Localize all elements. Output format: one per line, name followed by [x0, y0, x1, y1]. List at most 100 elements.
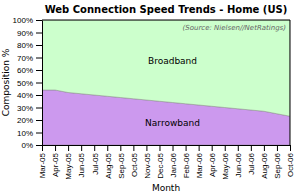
y-tick: 50%: [17, 79, 42, 88]
x-tick-label: Jul-06: [247, 152, 256, 174]
x-tick-mark: [68, 145, 69, 151]
x-tick-label: Oct-05: [130, 152, 139, 177]
y-tick: 30%: [17, 104, 42, 113]
x-tick-mark: [238, 145, 239, 151]
x-tick-label: May-05: [64, 152, 73, 179]
y-tick-mark: [36, 95, 42, 96]
y-tick-mark: [36, 83, 42, 84]
x-tick: Oct-05: [130, 145, 139, 177]
y-tick: 60%: [17, 66, 42, 75]
y-tick-mark: [36, 20, 42, 21]
y-tick-mark: [36, 33, 42, 34]
x-tick: Jun-05: [77, 145, 86, 177]
x-tick: Aug-06: [260, 145, 269, 179]
x-tick-label: Jun-05: [77, 152, 86, 177]
y-tick-label: 30%: [17, 104, 33, 113]
x-tick-label: Sep-05: [117, 152, 126, 178]
y-tick: 20%: [17, 116, 42, 125]
x-tick: Oct-06: [286, 145, 295, 177]
area: [42, 20, 290, 116]
x-tick-mark: [55, 145, 56, 151]
x-tick-mark: [81, 145, 82, 151]
frame-line: [42, 20, 290, 21]
y-tick-mark: [36, 45, 42, 46]
x-tick: Sep-06: [273, 145, 282, 179]
x-tick: Sep-05: [117, 145, 126, 179]
x-tick-label: Mar-05: [38, 152, 47, 178]
x-tick: Nov-05: [143, 145, 152, 179]
y-tick: 10%: [17, 129, 42, 138]
x-tick-label: Sep-06: [273, 152, 282, 178]
x-tick-mark: [199, 145, 200, 151]
y-tick-mark: [36, 120, 42, 121]
y-tick-label: 20%: [17, 116, 33, 125]
x-tick-label: Nov-05: [143, 152, 152, 178]
x-tick-mark: [186, 145, 187, 151]
x-tick-mark: [42, 145, 43, 151]
x-tick-label: May-06: [221, 152, 230, 179]
y-tick-label: 80%: [17, 41, 33, 50]
x-tick-label: Jun-06: [234, 152, 243, 177]
x-tick-label: Apr-05: [51, 152, 60, 177]
y-tick-mark: [36, 58, 42, 59]
x-tick: Dec-05: [156, 145, 165, 179]
x-tick: Jul-06: [247, 145, 256, 175]
x-tick-mark: [173, 145, 174, 151]
y-tick: 40%: [17, 91, 42, 100]
x-tick: Mar-05: [38, 145, 47, 178]
y-tick-label: 60%: [17, 66, 33, 75]
x-tick-label: Aug-05: [104, 152, 113, 178]
x-tick-label: Aug-06: [260, 152, 269, 178]
annotation: (Source: Nielsen//NetRatings): [183, 24, 287, 32]
y-tick: 70%: [17, 54, 42, 63]
y-axis-line: [42, 21, 43, 146]
y-tick-mark: [36, 133, 42, 134]
x-tick: Aug-05: [104, 145, 113, 179]
x-tick-label: Feb-06: [182, 152, 191, 178]
series-label: Narrowband: [145, 118, 200, 128]
x-tick: May-05: [64, 145, 73, 180]
x-tick-mark: [107, 145, 108, 151]
x-tick-mark: [94, 145, 95, 151]
x-tick: Feb-06: [182, 145, 191, 178]
x-tick-label: Apr-06: [208, 152, 217, 177]
x-axis-title: Month: [152, 183, 180, 193]
x-tick: Apr-06: [208, 145, 217, 177]
y-tick-label: 70%: [17, 54, 33, 63]
y-tick-label: 0%: [21, 141, 33, 150]
x-tick-label: Jan-06: [169, 152, 178, 177]
x-tick: Apr-05: [51, 145, 60, 177]
x-tick-label: Oct-06: [286, 152, 295, 177]
y-tick: 0%: [21, 141, 42, 150]
x-tick-mark: [290, 145, 291, 151]
y-tick: 90%: [17, 29, 42, 38]
x-tick-mark: [133, 145, 134, 151]
x-tick-mark: [225, 145, 226, 151]
y-tick-label: 10%: [17, 129, 33, 138]
y-tick-label: 40%: [17, 91, 33, 100]
y-axis-title: Composition %: [1, 48, 11, 116]
y-tick-mark: [36, 70, 42, 71]
x-tick-label: Mar-06: [195, 152, 204, 178]
y-tick: 80%: [17, 41, 42, 50]
x-tick: Jun-06: [234, 145, 243, 177]
x-tick-mark: [146, 145, 147, 151]
title: Web Connection Speed Trends - Home (US): [45, 4, 288, 15]
x-tick-mark: [120, 145, 121, 151]
y-tick-label: 90%: [17, 29, 33, 38]
x-tick-mark: [251, 145, 252, 151]
y-tick-mark: [36, 108, 42, 109]
chart: Mar-05 Apr-05 May-05 Jun-05 Jul-05 Aug-05 Sep-…: [0, 0, 300, 195]
areas: [42, 20, 290, 145]
frame-line: [290, 20, 291, 145]
x-axis-line: [43, 145, 291, 146]
x-tick: May-06: [221, 145, 230, 180]
x-tick: Jul-05: [91, 145, 100, 175]
plot: Mar-05 Apr-05 May-05 Jun-05 Jul-05 Aug-05 Sep-…: [13, 16, 296, 180]
y-tick-label: 100%: [13, 16, 33, 25]
y-tick: 100%: [13, 16, 42, 25]
x-tick: Mar-06: [195, 145, 204, 178]
series-label: Broadband: [148, 56, 197, 66]
x-tick-label: Dec-05: [156, 152, 165, 178]
x-tick-label: Jul-05: [91, 152, 100, 174]
